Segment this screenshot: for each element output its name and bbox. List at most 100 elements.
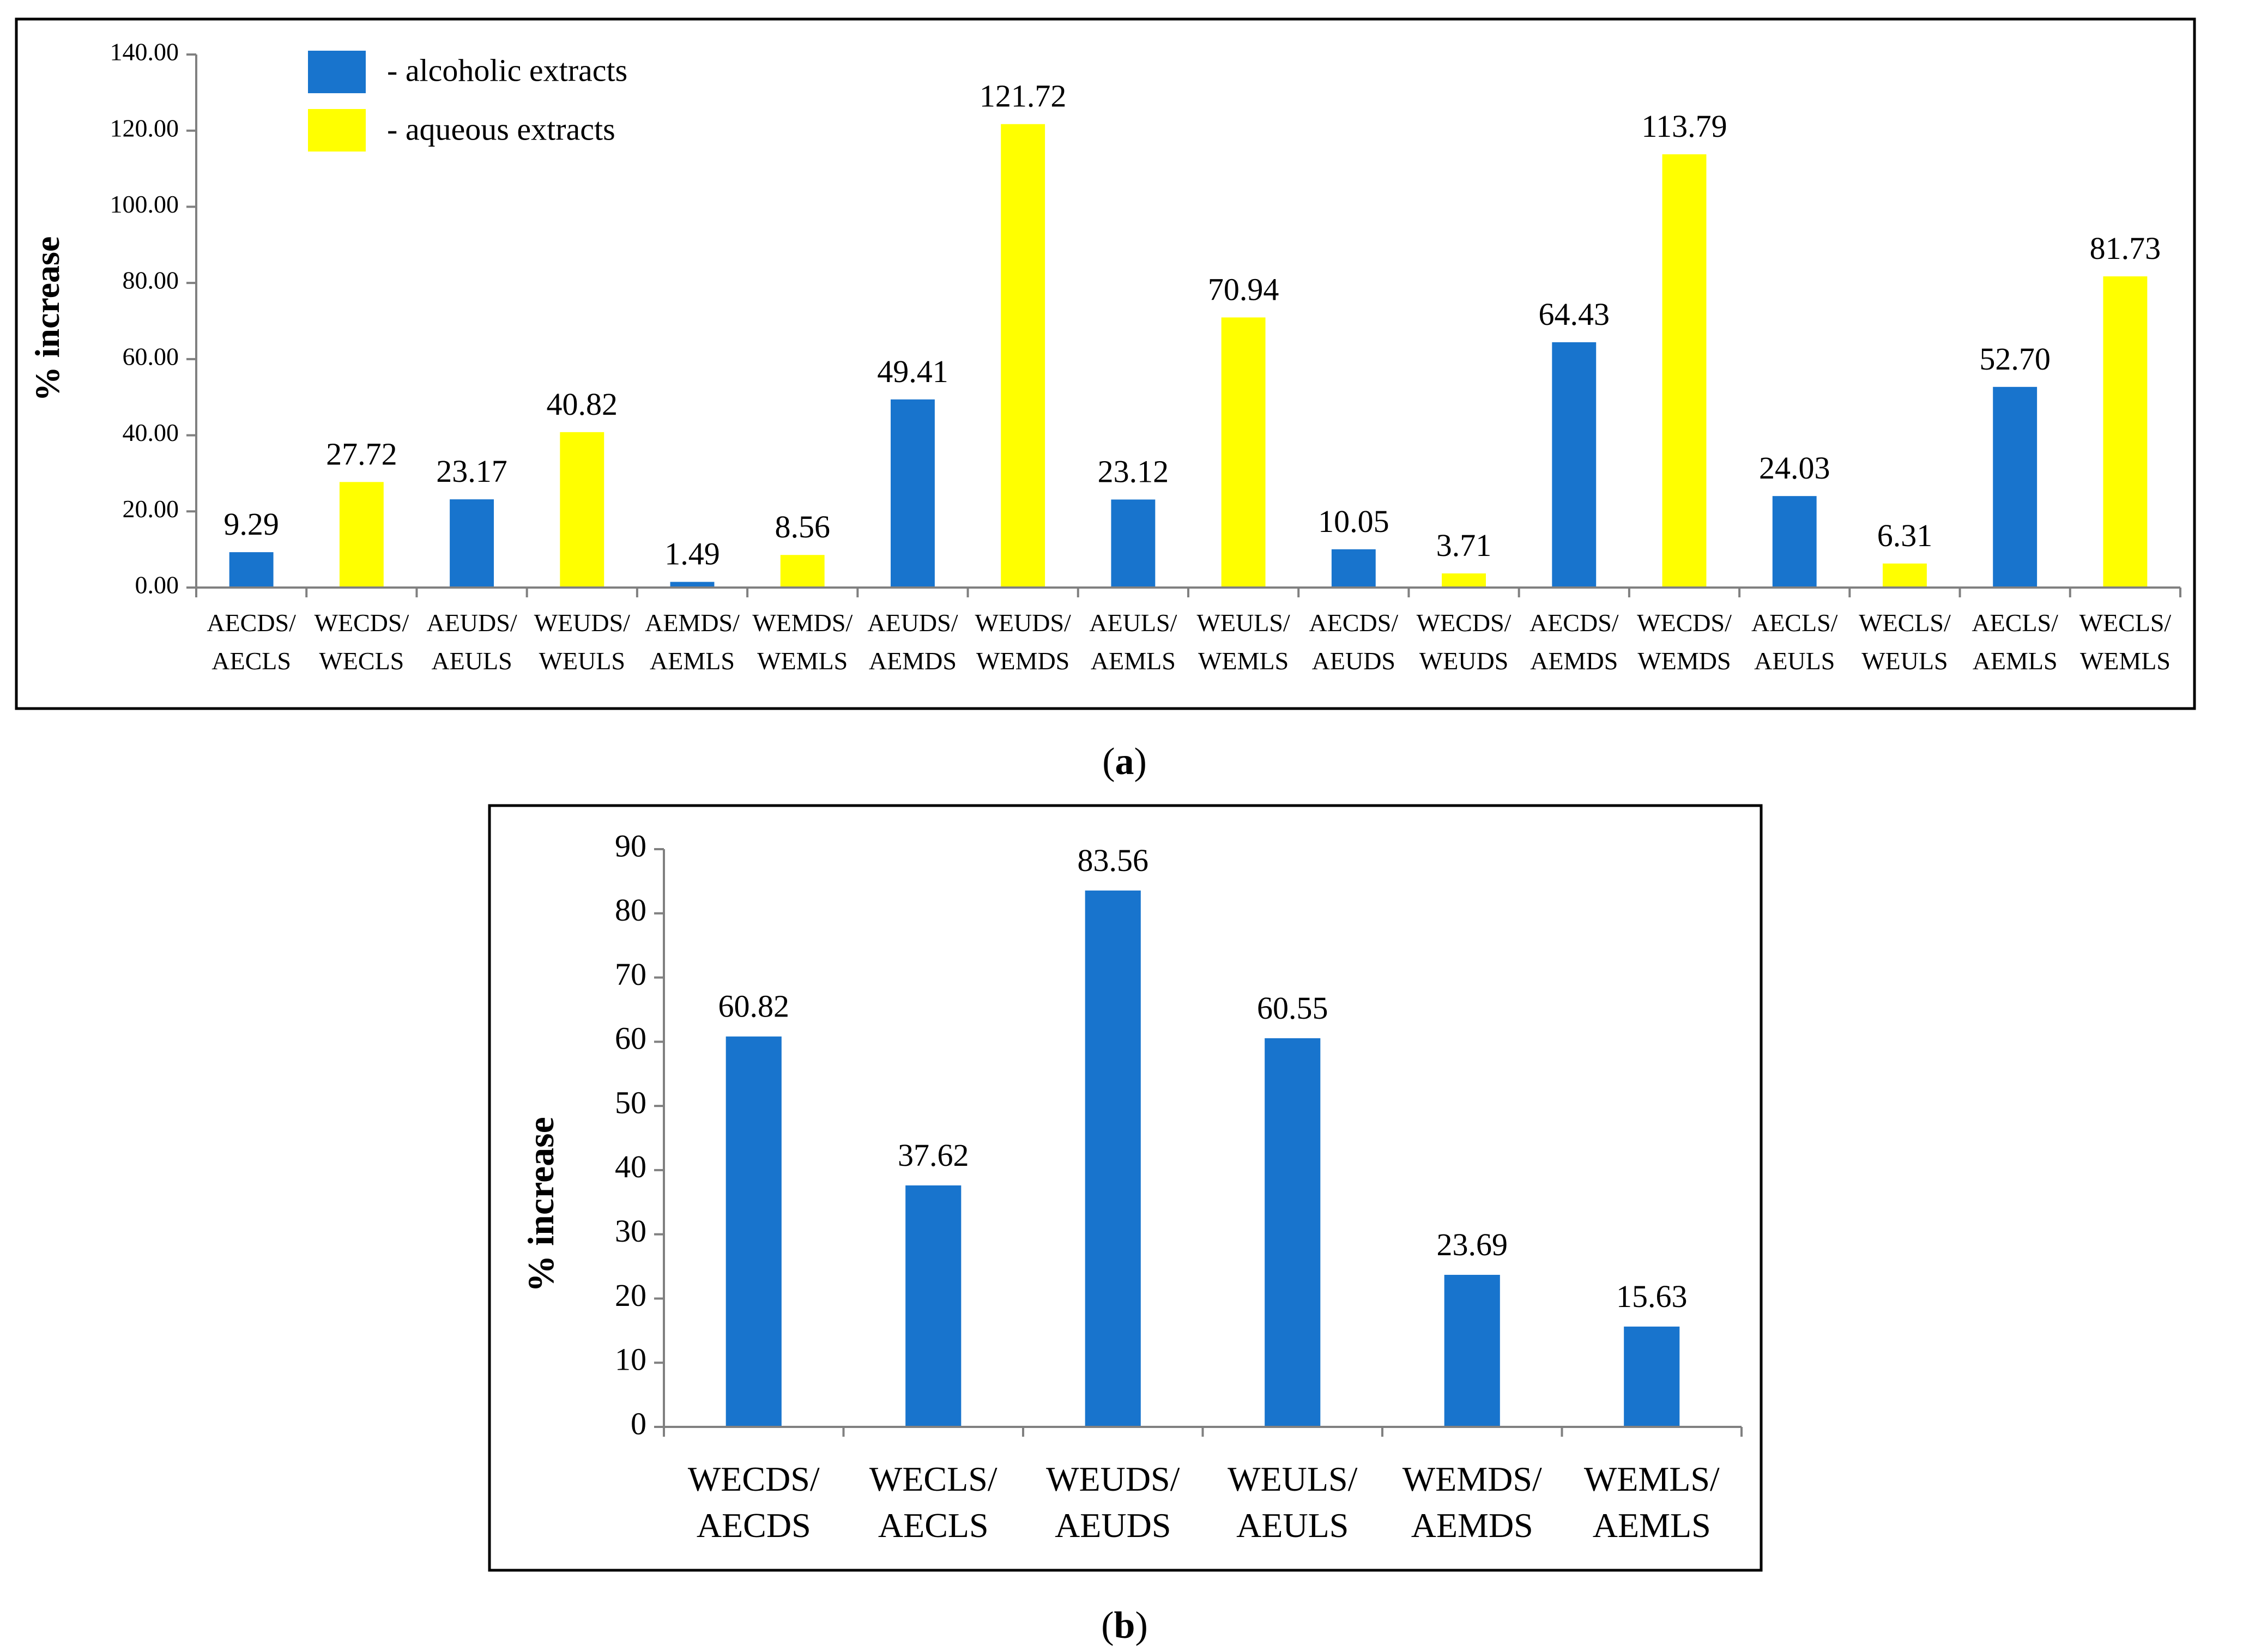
x-tick-label-top: WEUDS/ [1046, 1460, 1180, 1498]
bar-value-label: 121.72 [980, 78, 1067, 114]
y-tick-label: 60 [615, 1021, 646, 1056]
chart-b-y-axis: 0 10 20 30 40 50 60 70 80 90 [615, 828, 665, 1441]
bar-value-label: 70.94 [1208, 271, 1279, 307]
x-tick-label-bottom: AEMLS [1593, 1506, 1711, 1545]
bar-value-label: 23.17 [436, 453, 507, 489]
bar-value-label: 23.12 [1098, 453, 1169, 489]
legend-swatch-aqueous [308, 109, 366, 152]
x-tick-label-bottom: AECDS [697, 1506, 811, 1545]
x-tick-label-top: AECDS/ [1529, 609, 1619, 637]
bar-value-label: 40.82 [547, 386, 618, 422]
x-tick-label-bottom: AEULS [431, 647, 512, 675]
x-tick-label-bottom: WECLS [319, 647, 404, 675]
legend-swatch-alcoholic [308, 51, 366, 93]
bar [1331, 549, 1376, 588]
chart-a: % increase 0.00 20.00 40.00 60.00 80.00 100.0… [15, 17, 2196, 710]
x-tick-label-top: AECLS/ [1972, 609, 2058, 637]
x-tick-label-top: WECDS/ [1417, 609, 1512, 637]
x-tick-label-bottom: WEUDS [1419, 647, 1509, 675]
x-tick-label-bottom: AEUDS [1312, 647, 1395, 675]
caption-a: (a) [1102, 741, 1147, 783]
x-tick-label-top: WEMDS/ [1402, 1460, 1542, 1498]
y-tick-label: 90 [615, 828, 646, 863]
x-tick-label-bottom: WEULS [539, 647, 625, 675]
x-tick-label-top: WECDS/ [314, 609, 409, 637]
chart-a-x-axis: AECDS/AECLS WECDS/WECLS AEUDS/AEULS WEUDS/W… [195, 586, 2181, 675]
x-tick-label-top: AEUDS/ [426, 609, 517, 637]
x-tick-label-top: AECLS/ [1751, 609, 1838, 637]
x-tick-label-top: WEUDS/ [975, 609, 1072, 637]
chart-a-ylabel: % increase [28, 237, 66, 402]
x-tick-label-top: WECDS/ [688, 1460, 820, 1498]
x-tick-label-top: AEUDS/ [867, 609, 958, 637]
y-tick-label: 0.00 [135, 571, 179, 599]
x-tick-label-top: AECDS/ [207, 609, 296, 637]
x-tick-label-bottom: AEULS [1754, 647, 1835, 675]
y-tick-label: 20 [615, 1278, 646, 1313]
x-tick-label-bottom: WEMDS [976, 647, 1069, 675]
bar-value-label: 60.82 [718, 989, 790, 1024]
x-tick-label-bottom: WEMLS [2080, 647, 2171, 675]
x-tick-label-top: WEULS/ [1197, 609, 1290, 637]
y-tick-label: 80.00 [123, 267, 179, 294]
chart-a-frame [15, 17, 2196, 710]
y-tick-label: 120.00 [110, 114, 179, 142]
bar-value-label: 83.56 [1078, 843, 1149, 878]
chart-a-bars: 9.29 27.72 23.17 40.82 1.49 8.56 49.41 121.72 23… [223, 78, 2161, 588]
y-tick-label: 30 [615, 1213, 646, 1249]
bar [1662, 154, 1707, 588]
bar-value-label: 64.43 [1539, 296, 1610, 332]
x-tick-label-top: WEMLS/ [1584, 1460, 1720, 1498]
bar [905, 1185, 962, 1427]
x-tick-label-top: WECLS/ [1859, 609, 1951, 637]
bar-value-label: 1.49 [664, 536, 720, 572]
x-tick-label-bottom: AEMLS [1973, 647, 2058, 675]
x-tick-label-bottom: WEMDS [1637, 647, 1731, 675]
bar-value-label: 113.79 [1641, 108, 1727, 144]
x-tick-label-top: AEULS/ [1089, 609, 1177, 637]
x-tick-label-bottom: AECLS [211, 647, 291, 675]
bar [560, 432, 604, 588]
x-tick-label-bottom: AEMDS [869, 647, 957, 675]
bar [1442, 573, 1486, 588]
chart-b-x-axis: WECDS/AECDS WECLS/AECLS WEUDS/AEUDS WEULS/A… [663, 1426, 1743, 1545]
bar [1552, 342, 1597, 588]
bar-value-label: 60.55 [1257, 990, 1328, 1026]
x-tick-label-bottom: AEMLS [1091, 647, 1176, 675]
bar-value-label: 8.56 [775, 509, 830, 544]
y-tick-label: 0 [631, 1406, 646, 1441]
chart-a-legend: - alcoholic extracts - aqueous extracts [308, 51, 627, 152]
bar-value-label: 52.70 [1979, 341, 2051, 377]
y-tick-label: 70 [615, 957, 646, 992]
bar [670, 582, 715, 588]
y-tick-label: 60.00 [123, 342, 179, 370]
x-tick-label-top: WECDS/ [1637, 609, 1732, 637]
y-tick-label: 40.00 [123, 419, 179, 446]
x-tick-label-bottom: WEMLS [757, 647, 848, 675]
y-tick-label: 50 [615, 1085, 646, 1120]
y-tick-label: 20.00 [123, 495, 179, 523]
bar-value-label: 27.72 [326, 436, 397, 471]
x-tick-label-bottom: AEUDS [1055, 1506, 1171, 1545]
chart-a-y-axis: 0.00 20.00 40.00 60.00 80.00 100.00 120.00 140.… [110, 38, 197, 599]
bar [2103, 276, 2148, 588]
bar [229, 552, 274, 588]
x-tick-label-bottom: AEULS [1236, 1506, 1349, 1545]
caption-b: (b) [1101, 1605, 1148, 1647]
x-tick-label-bottom: AEMDS [1411, 1506, 1533, 1545]
x-tick-label-top: AECDS/ [1309, 609, 1399, 637]
x-tick-label-top: WECLS/ [869, 1460, 997, 1498]
bar [726, 1036, 782, 1427]
y-tick-label: 10 [615, 1342, 646, 1377]
bar-value-label: 37.62 [898, 1137, 969, 1173]
x-tick-label-bottom: AEMLS [650, 647, 735, 675]
bar [780, 555, 825, 588]
x-tick-label-bottom: WEMLS [1198, 647, 1289, 675]
x-tick-label-bottom: WEULS [1861, 647, 1948, 675]
x-tick-label-top: WEUDS/ [534, 609, 631, 637]
bar-value-label: 81.73 [2090, 231, 2161, 266]
bar [1001, 124, 1045, 588]
bar [1085, 890, 1141, 1427]
chart-b-bars: 60.82 37.62 83.56 60.55 23.69 15.63 [718, 843, 1688, 1427]
chart-b: % increase 0 10 20 30 40 50 60 70 80 90 60.82 37.6… [488, 804, 1763, 1572]
